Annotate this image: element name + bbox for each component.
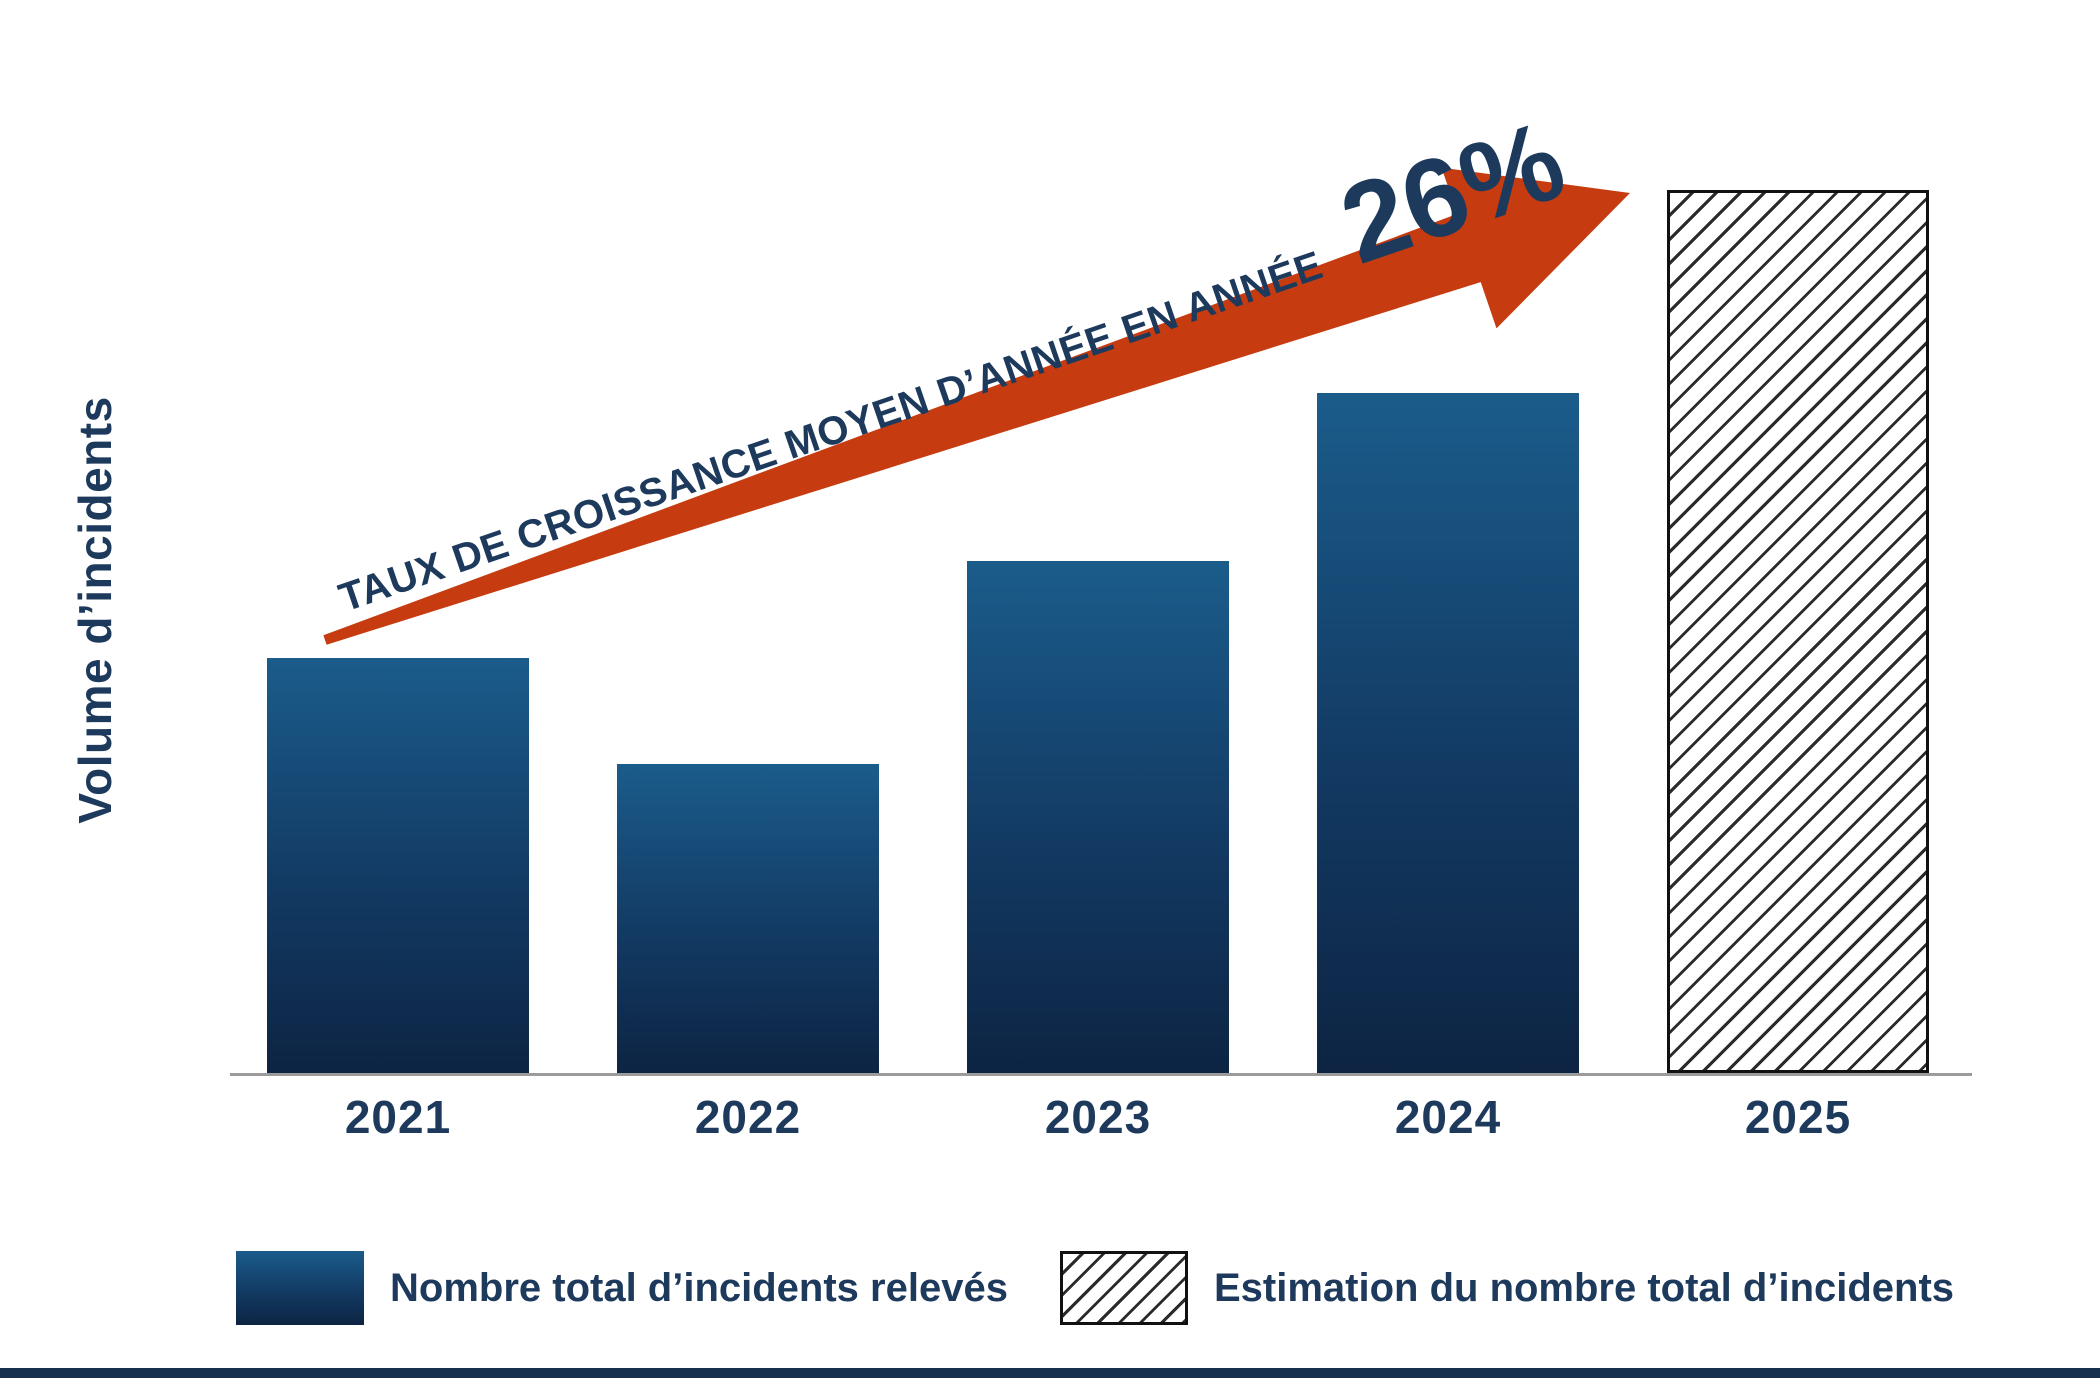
footer-strip xyxy=(0,1368,2100,1378)
x-axis-label-2025: 2025 xyxy=(1744,1091,1852,1143)
legend-item-solid: Nombre total d’incidents relevés xyxy=(236,1251,1008,1325)
bar-2021 xyxy=(267,658,529,1073)
legend-swatch-solid xyxy=(236,1251,364,1325)
x-axis-label-2021: 2021 xyxy=(344,1091,452,1143)
bar-2023 xyxy=(967,561,1229,1073)
bar-2024 xyxy=(1317,393,1579,1073)
x-axis-label-2023: 2023 xyxy=(1044,1091,1152,1143)
x-axis-label-2022: 2022 xyxy=(694,1091,802,1143)
x-axis-label-2024: 2024 xyxy=(1394,1091,1502,1143)
x-axis-line xyxy=(230,1073,1972,1076)
legend-label-hatched: Estimation du nombre total d’incidents xyxy=(1214,1265,1955,1310)
bar-2022 xyxy=(617,764,879,1073)
bar-2025 xyxy=(1667,190,1929,1073)
legend-label-solid: Nombre total d’incidents relevés xyxy=(390,1265,1008,1310)
legend-item-hatched: Estimation du nombre total d’incidents xyxy=(1060,1251,1954,1325)
legend-swatch-hatched xyxy=(1060,1251,1188,1325)
